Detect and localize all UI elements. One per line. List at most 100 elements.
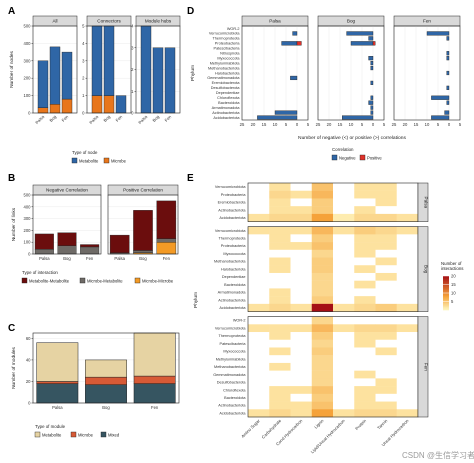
- panel-b-ylabel: Number of links: [11, 207, 17, 241]
- panel-a-xtick-label-2-0: Palsa: [137, 114, 148, 125]
- panel-c-bar-microbe-2: [133, 375, 176, 384]
- panel-a-xtick-label-0-1: Bog: [48, 114, 57, 123]
- panel-d-xtick-label-2-3: 10: [425, 122, 430, 127]
- panel-e-ytick-label-1-5: Halobacteriota: [221, 267, 246, 271]
- panel-e-cell-2-2-4: [333, 332, 355, 340]
- panel-e-cell-2-6-2: [290, 362, 312, 371]
- panel-e-facet-2-strip: [417, 316, 429, 418]
- panel-e-cell-1-10-3: [311, 303, 334, 312]
- panel-e-cell-1-4-5: [354, 257, 376, 266]
- panel-b-bar-1-0-2: [80, 246, 100, 255]
- panel-b-xtick-label-1-1: Bog: [139, 256, 147, 261]
- panel-a-ytick-label-0-4: 400: [24, 41, 32, 46]
- panel-d-facet-2-strip-label: Fen: [423, 19, 431, 24]
- panel-d-bar-negative-1-18: [342, 115, 374, 120]
- panel-e-cell-2-12-1: [269, 409, 291, 418]
- panel-e-cell-2-11-7: [396, 401, 419, 410]
- panel-b-bar-0-1-1: [133, 210, 153, 251]
- panel-c-xtick-label-0: Palsa: [52, 405, 63, 410]
- panel-e-colorbar-step-22: [443, 307, 449, 309]
- panel-c-bar-metabolite-1: [85, 359, 127, 378]
- panel-e-colorbar-step-23: [443, 308, 449, 311]
- panel-e-cell-0-2-2: [290, 198, 312, 207]
- panel-e-cell-2-2-2: [290, 332, 312, 340]
- panel-c-bar-metabolite-2: [133, 332, 176, 377]
- panel-e-cell-1-2-6: [375, 242, 397, 250]
- panel-c-legend-key-0: [34, 431, 41, 438]
- panel-e-cell-2-7-7: [396, 370, 419, 379]
- panel-e-cell-2-2-5: [354, 332, 376, 340]
- panel-e-cell-1-1-3: [311, 234, 334, 243]
- panel-d-ylabel: Phylum: [190, 65, 196, 81]
- panel-a-bar-metabolite-0-1: [49, 46, 61, 105]
- panel-d-bar-negative-0-10: [290, 75, 298, 81]
- panel-e-cell-0-0-3: [311, 183, 334, 191]
- panel-e-facet-0-strip: [417, 182, 429, 222]
- panel-b-xtick-label-0-0: Palsa: [39, 256, 50, 261]
- panel-d-xtick-label-0-6: 5: [307, 122, 310, 127]
- panel-d-legend-label-0: Negative: [339, 155, 356, 160]
- panel-d-xtick-label-1-4: 5: [361, 122, 364, 127]
- panel-e-cell-1-10-0: [248, 303, 270, 312]
- panel-d-bar-negative-1-16: [370, 105, 374, 110]
- panel-d-xtick-label-0-5: 0: [296, 122, 299, 127]
- panel-e-cell-2-4-7: [396, 347, 419, 356]
- panel-d-bar-negative-2-5: [446, 51, 450, 56]
- panel-e-cell-0-3-5: [354, 206, 376, 215]
- panel-d-facet-1-frame: [317, 25, 385, 121]
- panel-a-ytick-label-1-2: 2: [82, 76, 85, 81]
- panel-a-ytick-label-2-4: 4: [131, 24, 134, 29]
- panel-e-cell-0-4-1: [269, 213, 291, 222]
- panel-e-colorbar-title-1: interactions: [441, 266, 464, 271]
- panel-e-cell-2-8-3: [311, 378, 334, 387]
- panel-a-legend-key-0: [71, 157, 78, 164]
- panel-e-ytick-label-2-11: Actinobacteriota: [218, 404, 246, 408]
- panel-e-cell-1-0-6: [375, 226, 397, 235]
- panel-e-cell-2-3-7: [396, 339, 419, 348]
- panel-e-cell-2-4-6: [375, 347, 397, 356]
- panel-e-cell-1-8-1: [269, 288, 291, 297]
- panel-e-cell-2-11-3: [311, 401, 334, 410]
- panel-e-cell-1-0-5: [354, 226, 376, 235]
- panel-e-cell-1-4-6: [375, 257, 397, 266]
- panel-b-legend-title: Type of interaction: [22, 270, 58, 275]
- panel-e-cell-1-3-1: [269, 249, 291, 258]
- panel-d-ytick-label-10: Gemmatimonadota: [207, 76, 240, 80]
- panel-e-cell-1-1-0: [248, 234, 270, 243]
- panel-e-cell-2-3-1: [269, 339, 291, 348]
- panel-e-ytick-label-0-4: Acidobacteriota: [219, 216, 246, 220]
- panel-d-xtick-label-1-1: 20: [327, 122, 332, 127]
- panel-e-cell-1-10-6: [375, 303, 397, 312]
- panel-e-cell-0-4-7: [396, 213, 419, 222]
- panel-e-colorbar-step-13: [443, 294, 449, 297]
- panel-e-colorbar-step-18: [443, 301, 449, 304]
- panel-e-cell-0-1-3: [311, 190, 334, 199]
- panel-b-bar-1-1-2: [156, 238, 177, 243]
- panel-e-ytick-label-0-2: Eremiobacterota: [218, 201, 247, 205]
- panel-d-xtick-label-0-1: 20: [251, 122, 256, 127]
- panel-d-legend-key-0: [331, 154, 338, 161]
- panel-e-cell-2-3-6: [375, 339, 397, 348]
- panel-e-ytick-label-2-9: Chloroflexota: [223, 388, 246, 392]
- panel-e-cell-1-2-2: [290, 242, 312, 250]
- panel-e-cell-0-1-0: [248, 190, 270, 199]
- panel-c-xtick-label-1: Bog: [102, 405, 110, 410]
- panel-d-bar-positive-0-3: [296, 41, 302, 46]
- panel-e-cell-0-4-0: [248, 213, 270, 222]
- panel-e-ytick-label-1-4: Methanobacteriota: [214, 260, 246, 264]
- watermark: CSDN @生信学习者1: [402, 450, 474, 460]
- panel-e-cell-0-0-0: [248, 183, 270, 191]
- panel-e-ytick-label-2-12: Acidobacteriota: [219, 411, 246, 415]
- panel-e-cell-1-7-0: [248, 280, 270, 289]
- panel-e-cell-1-7-1: [269, 280, 291, 289]
- panel-c-legend-key-1: [70, 431, 77, 438]
- panel-e-cell-2-0-0: [248, 316, 270, 325]
- panel-e-ylabel: Phylum: [193, 292, 199, 308]
- panel-e-cell-2-6-1: [269, 362, 291, 371]
- panel-a-facet-1-strip-label: Connectors: [97, 19, 121, 24]
- panel-a-legend-label-0: Metabolite: [79, 158, 99, 163]
- panel-e-colorbar-step-12: [443, 293, 449, 295]
- panel-b-xtick-label-1-2: Fen: [163, 256, 171, 261]
- panel-a-ytick-label-1-1: 1: [82, 93, 85, 98]
- panel-a-ytick-label-0-2: 200: [24, 76, 32, 81]
